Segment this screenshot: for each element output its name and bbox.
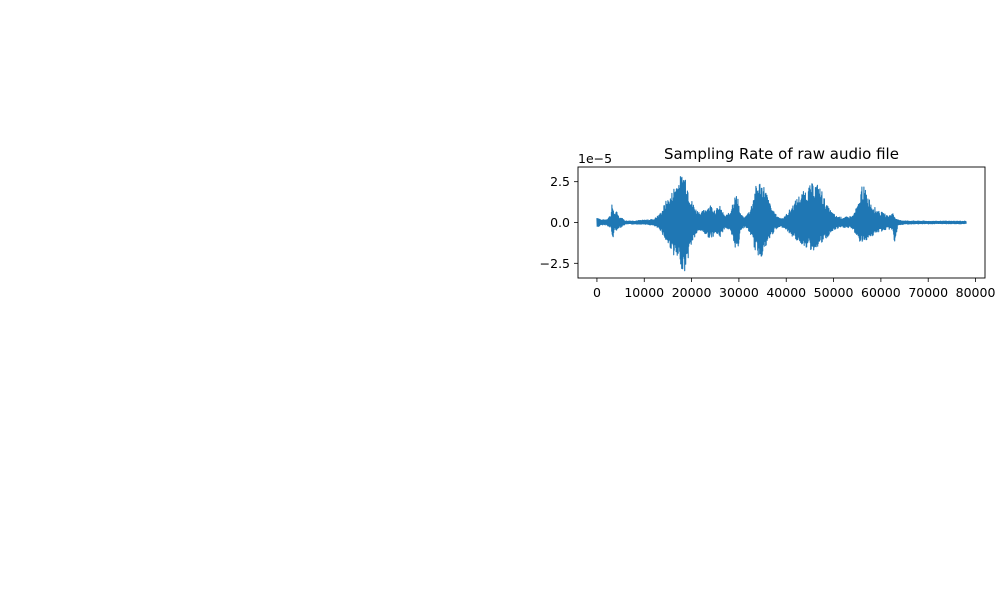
y-tick-label: 0.0 [550, 215, 570, 230]
x-tick-label: 30000 [719, 285, 759, 300]
y-axis-offset-text: 1e−5 [578, 151, 612, 166]
waveform-series-0 [596, 176, 967, 272]
x-tick-label: 50000 [814, 285, 854, 300]
chart-title: Sampling Rate of raw audio file [664, 145, 899, 163]
plot-area: 0 10000 20000 30000 40000 50000 60000 70000 8000… [540, 166, 996, 300]
y-tick-label: −2.5 [540, 256, 570, 271]
x-tick-label: 20000 [672, 285, 712, 300]
y-tick-label: 2.5 [550, 174, 570, 189]
x-tick-label: 40000 [766, 285, 806, 300]
x-tick-label: 0 [593, 285, 601, 300]
x-tick-label: 70000 [908, 285, 948, 300]
x-tick-label: 60000 [861, 285, 901, 300]
x-tick-label: 10000 [624, 285, 664, 300]
x-tick-label: 80000 [956, 285, 996, 300]
